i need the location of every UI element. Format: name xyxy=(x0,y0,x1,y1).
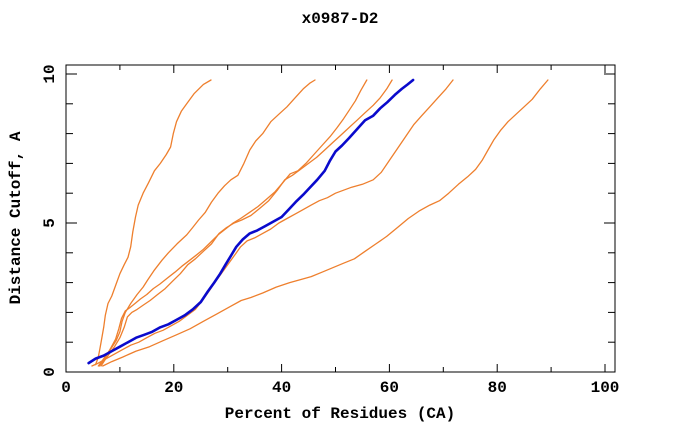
x-tick-label-40: 40 xyxy=(271,379,292,397)
series-line-orange-2 xyxy=(97,79,316,367)
y-tick-label-10: 10 xyxy=(41,64,59,84)
x-tick-label-0: 0 xyxy=(61,379,71,397)
series-line-orange-3 xyxy=(98,79,368,367)
x-tick-label-80: 80 xyxy=(487,379,507,397)
x-tick-label-60: 60 xyxy=(379,379,399,397)
series-line-orange-5 xyxy=(91,79,454,367)
plot-frame xyxy=(65,64,616,373)
series-line-orange-4 xyxy=(100,79,393,367)
series-line-orange-1 xyxy=(94,79,212,366)
x-axis-label: Percent of Residues (CA) xyxy=(224,405,456,423)
series-line-orange-6 xyxy=(102,79,549,367)
y-tick-label-5: 5 xyxy=(41,218,59,228)
y-tick-label-0: 0 xyxy=(41,367,59,377)
x-tick-label-100: 100 xyxy=(590,379,620,397)
x-tick-label-20: 20 xyxy=(164,379,184,397)
series-line-blue-main xyxy=(87,78,415,365)
chart-title: x0987-D2 xyxy=(301,10,379,28)
